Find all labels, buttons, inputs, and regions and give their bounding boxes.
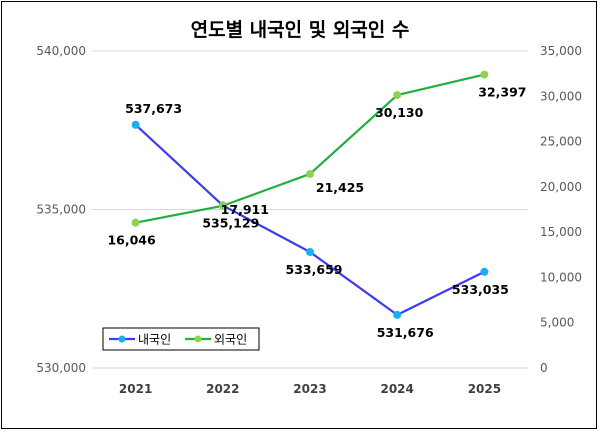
right-tick-label: 0: [540, 361, 548, 375]
chart-title: 연도별 내국인 및 외국인 수: [191, 19, 410, 41]
data-point-foreign: [306, 169, 314, 178]
legend-label-domestic: 내국인: [138, 333, 171, 347]
x-tick-label: 2022: [206, 382, 239, 396]
data-label-foreign: 21,425: [316, 180, 364, 195]
legend-box: [102, 327, 260, 351]
left-tick-label: 530,000: [36, 361, 86, 375]
data-point-foreign: [480, 70, 489, 79]
data-label-foreign: 32,397: [478, 85, 526, 100]
x-tick-label: 2021: [119, 382, 152, 396]
legend-marker-domestic: [118, 335, 126, 343]
data-point-domestic: [480, 267, 489, 276]
x-tick-label: 2023: [293, 382, 326, 396]
legend-label-foreign: 외국인: [214, 333, 247, 347]
x-tick-label: 2024: [380, 382, 413, 396]
gridlines: [92, 50, 528, 369]
data-label-foreign: 17,911: [221, 202, 269, 217]
right-axis-ticks: 0 5,000 10,000 15,000 20,000 25,000 30,000 35,0…: [540, 44, 582, 375]
data-label-foreign: 16,046: [107, 233, 156, 248]
data-labels: 537,673 535,129 533,659 531,676 533,035 16,04…: [107, 85, 526, 340]
right-tick-label: 15,000: [540, 225, 582, 239]
right-tick-label: 10,000: [540, 270, 582, 284]
data-label-domestic: 537,673: [125, 101, 182, 116]
left-tick-label: 540,000: [36, 44, 86, 58]
series-lines: [131, 70, 489, 319]
right-tick-label: 5,000: [540, 316, 574, 330]
legend: 내국인 외국인: [102, 327, 260, 351]
right-tick-label: 25,000: [540, 135, 582, 149]
data-point-foreign: [218, 201, 227, 210]
series-line-domestic: [134, 123, 485, 316]
x-axis-ticks: 2021 2022 2023 2024 2025: [119, 382, 501, 396]
legend-marker-foreign: [194, 335, 202, 343]
data-label-domestic: 533,659: [286, 262, 343, 277]
data-label-domestic: 535,129: [202, 215, 259, 230]
data-point-domestic: [393, 310, 402, 319]
data-point-foreign: [131, 218, 140, 227]
data-point-domestic: [306, 248, 314, 257]
series-line-foreign: [135, 73, 485, 224]
data-label-domestic: 531,676: [377, 325, 434, 340]
right-tick-label: 20,000: [540, 180, 582, 194]
right-tick-label: 35,000: [540, 44, 582, 58]
x-tick-label: 2025: [468, 382, 501, 396]
data-point-domestic: [131, 120, 140, 129]
left-tick-label: 535,000: [36, 203, 86, 217]
data-point-foreign: [393, 91, 402, 100]
data-label-foreign: 30,130: [375, 105, 424, 120]
left-axis-ticks: 530,000 535,000 540,000: [36, 44, 86, 375]
data-label-domestic: 533,035: [452, 282, 509, 297]
right-tick-label: 30,000: [540, 89, 582, 103]
